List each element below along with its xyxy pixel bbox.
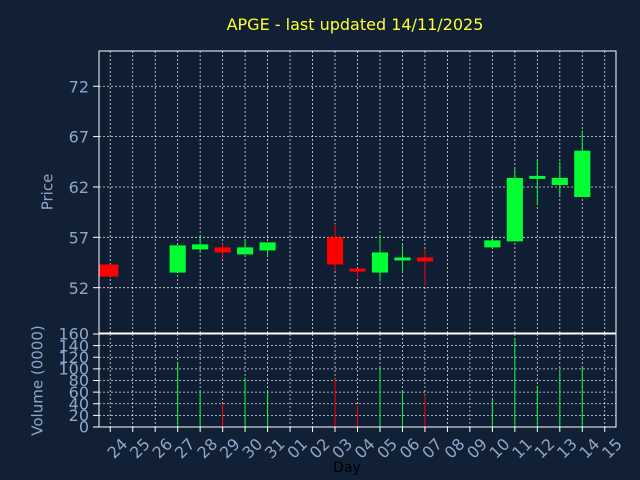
- vol-y-tick-label: 120: [58, 348, 89, 367]
- candle-body: [326, 237, 344, 265]
- vol-y-tick-label: 20: [69, 406, 89, 425]
- vol-y-tick-label: 40: [69, 394, 89, 413]
- price-y-tick-label: 72: [69, 77, 89, 96]
- candle: [551, 161, 568, 196]
- vol-y-tick-label: 80: [69, 371, 89, 390]
- price-y-tick-label: 52: [69, 279, 89, 298]
- candle: [349, 268, 366, 278]
- candle: [574, 130, 591, 198]
- candle: [326, 224, 344, 271]
- price-plot-frame: [98, 50, 617, 334]
- candle-body: [99, 264, 119, 277]
- candle: [259, 242, 276, 257]
- price-y-tick-label: 67: [69, 128, 89, 147]
- vol-y-tick-label: 140: [58, 336, 89, 355]
- x-axis-label: Day: [333, 460, 361, 476]
- candle-body: [237, 247, 254, 255]
- candle: [394, 245, 411, 273]
- candle-body: [506, 177, 523, 242]
- candle-body: [214, 247, 231, 253]
- candle: [506, 168, 523, 242]
- candle-body: [529, 175, 546, 179]
- candle: [169, 245, 186, 273]
- price-y-axis-label: Price: [38, 174, 56, 211]
- candle-body: [416, 257, 434, 262]
- candle: [371, 235, 389, 282]
- price-panel: 52 57 62 67 72 Price: [38, 50, 617, 334]
- vol-y-tick-label: 60: [69, 383, 89, 402]
- candle-body: [169, 245, 186, 273]
- candle-body: [349, 268, 366, 272]
- candle: [529, 158, 546, 206]
- candle: [484, 238, 501, 248]
- candle-body: [192, 244, 209, 250]
- volume-bars: [177, 338, 583, 427]
- price-y-ticks: 52 57 62 67 72: [69, 77, 89, 297]
- candle-body: [551, 177, 568, 185]
- candle: [214, 243, 231, 259]
- candle-body: [371, 252, 389, 273]
- price-y-tick-label: 57: [69, 228, 89, 247]
- candle: [99, 264, 119, 277]
- candle-body: [574, 150, 591, 198]
- candle: [416, 249, 434, 286]
- price-candles: [99, 130, 591, 286]
- vol-y-tick-label: 100: [58, 360, 89, 379]
- candle: [192, 237, 209, 253]
- candle-body: [259, 242, 276, 251]
- vol-y-tick-label: 0: [79, 418, 89, 437]
- price-y-tick-label: 62: [69, 178, 89, 197]
- candle: [237, 240, 254, 255]
- candle-body: [394, 257, 411, 261]
- candle-body: [484, 240, 501, 248]
- volume-y-axis-label: Volume (0000): [28, 325, 46, 435]
- chart-title: APGE - last updated 14/11/2025: [227, 15, 484, 34]
- vol-y-tick-label: 160: [58, 325, 89, 344]
